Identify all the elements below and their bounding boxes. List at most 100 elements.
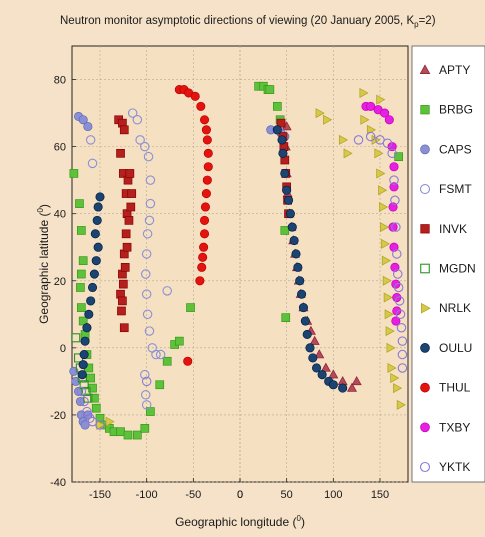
data-point-invk [119, 125, 129, 135]
data-point-fsmt [87, 158, 98, 169]
legend-label-oulu: OULU [439, 341, 472, 355]
data-point-brbg [76, 303, 86, 312]
data-point-invk [118, 296, 127, 306]
x-tick-labels: 0-150 -100 -50 0 50 100 150 [89, 489, 389, 501]
data-point-invk [119, 323, 129, 333]
data-point-fsmt [127, 108, 138, 118]
data-point-txby [389, 162, 399, 172]
x-tick-label: -50 [185, 489, 201, 501]
data-point-yktk [353, 135, 364, 145]
data-point-brbg [69, 169, 79, 178]
legend-label-caps: CAPS [439, 142, 472, 156]
axis-ticks [72, 79, 381, 483]
data-point-oulu [317, 370, 327, 380]
data-point-apty [346, 382, 358, 392]
data-point-apty [351, 376, 362, 386]
data-point-apty [309, 335, 320, 345]
legend-marker-apty [419, 64, 431, 74]
data-point-thul [201, 189, 211, 199]
data-point-fsmt [162, 286, 172, 296]
y-tick-label: 20 [54, 276, 66, 288]
data-point-apty [320, 362, 331, 372]
legend-item-thul: THUL [420, 381, 471, 395]
data-points [69, 81, 408, 440]
data-point-oulu [291, 249, 301, 259]
data-point-fsmt [140, 369, 150, 380]
data-point-brbg [186, 303, 195, 312]
data-point-yktk [395, 309, 406, 320]
data-point-nrlk [396, 399, 406, 410]
data-point-nrlk [380, 238, 391, 249]
legend-label-fsmt: FSMT [439, 182, 472, 196]
data-point-thul [197, 262, 207, 272]
y-tick-label: 0 [60, 343, 66, 355]
data-point-oulu [90, 229, 100, 239]
data-point-brbg [140, 423, 150, 433]
legend-marker-oulu [420, 343, 430, 353]
data-point-brbg [116, 427, 125, 437]
data-point-brbg [132, 430, 142, 440]
data-point-thul [190, 91, 200, 101]
legend-item-apty: APTY [419, 63, 470, 77]
legend-marker-fsmt [419, 184, 431, 195]
data-point-fsmt [142, 229, 153, 239]
data-point-brbg [265, 85, 275, 94]
data-point-nrlk [359, 87, 369, 98]
data-point-brbg [76, 283, 85, 292]
data-point-invk [116, 148, 125, 158]
data-point-brbg [78, 316, 88, 326]
y-tick-label: -40 [50, 477, 66, 489]
data-point-oulu [338, 383, 348, 393]
data-point-oulu [93, 202, 103, 212]
x-tick-label: 100 [324, 489, 342, 501]
data-point-invk [276, 118, 286, 128]
data-point-thul [198, 252, 208, 262]
data-point-oulu [91, 256, 101, 266]
data-point-txby [366, 101, 376, 111]
data-point-fsmt [142, 309, 153, 320]
x-tick-label: 0 [237, 489, 243, 501]
data-point-nrlk [387, 362, 397, 373]
data-point-thul [199, 215, 210, 225]
x-tick-label: 50 [281, 489, 293, 501]
data-point-oulu [300, 316, 310, 326]
data-point-txby [388, 222, 398, 232]
series-nrlk [96, 87, 406, 430]
data-point-oulu [298, 303, 309, 313]
data-point-fsmt [141, 400, 152, 410]
data-point-nrlk [386, 342, 396, 353]
data-point-oulu [282, 185, 292, 195]
data-point-fsmt [141, 249, 152, 259]
data-point-oulu [311, 363, 322, 373]
data-point-yktk [393, 282, 404, 293]
data-point-nrlk [384, 309, 394, 320]
data-point-nrlk [343, 148, 353, 159]
legend-marker-thul [420, 382, 430, 393]
data-point-fsmt [144, 326, 155, 336]
data-point-oulu [280, 168, 290, 178]
data-point-oulu [78, 360, 88, 370]
data-point-yktk [79, 396, 89, 407]
y-axis-label-tail: ) [37, 204, 51, 208]
legend-label-thul: THUL [439, 381, 471, 395]
data-point-txby [391, 316, 401, 326]
data-point-yktk [397, 336, 408, 346]
data-point-brbg [281, 313, 291, 323]
data-point-nrlk [382, 275, 392, 286]
data-point-oulu [87, 282, 98, 293]
data-point-oulu [84, 309, 94, 319]
legend-item-caps: CAPS [420, 142, 472, 156]
data-point-invk [120, 263, 130, 272]
legend-label-nrlk: NRLK [439, 301, 471, 315]
y-axis-label: Geographic latitude (0) [36, 204, 51, 324]
data-point-invk [117, 306, 126, 316]
data-point-fsmt [141, 289, 152, 299]
data-point-oulu [93, 242, 103, 252]
data-point-nrlk [390, 373, 400, 384]
data-point-invk [126, 202, 136, 212]
data-point-oulu [328, 380, 338, 390]
legend-marker-invk [420, 224, 430, 234]
legend-marker-nrlk [421, 302, 431, 314]
legend-item-fsmt: FSMT [419, 182, 472, 196]
chart-title-main: Neutron monitor asymptotic directions of… [60, 15, 414, 27]
